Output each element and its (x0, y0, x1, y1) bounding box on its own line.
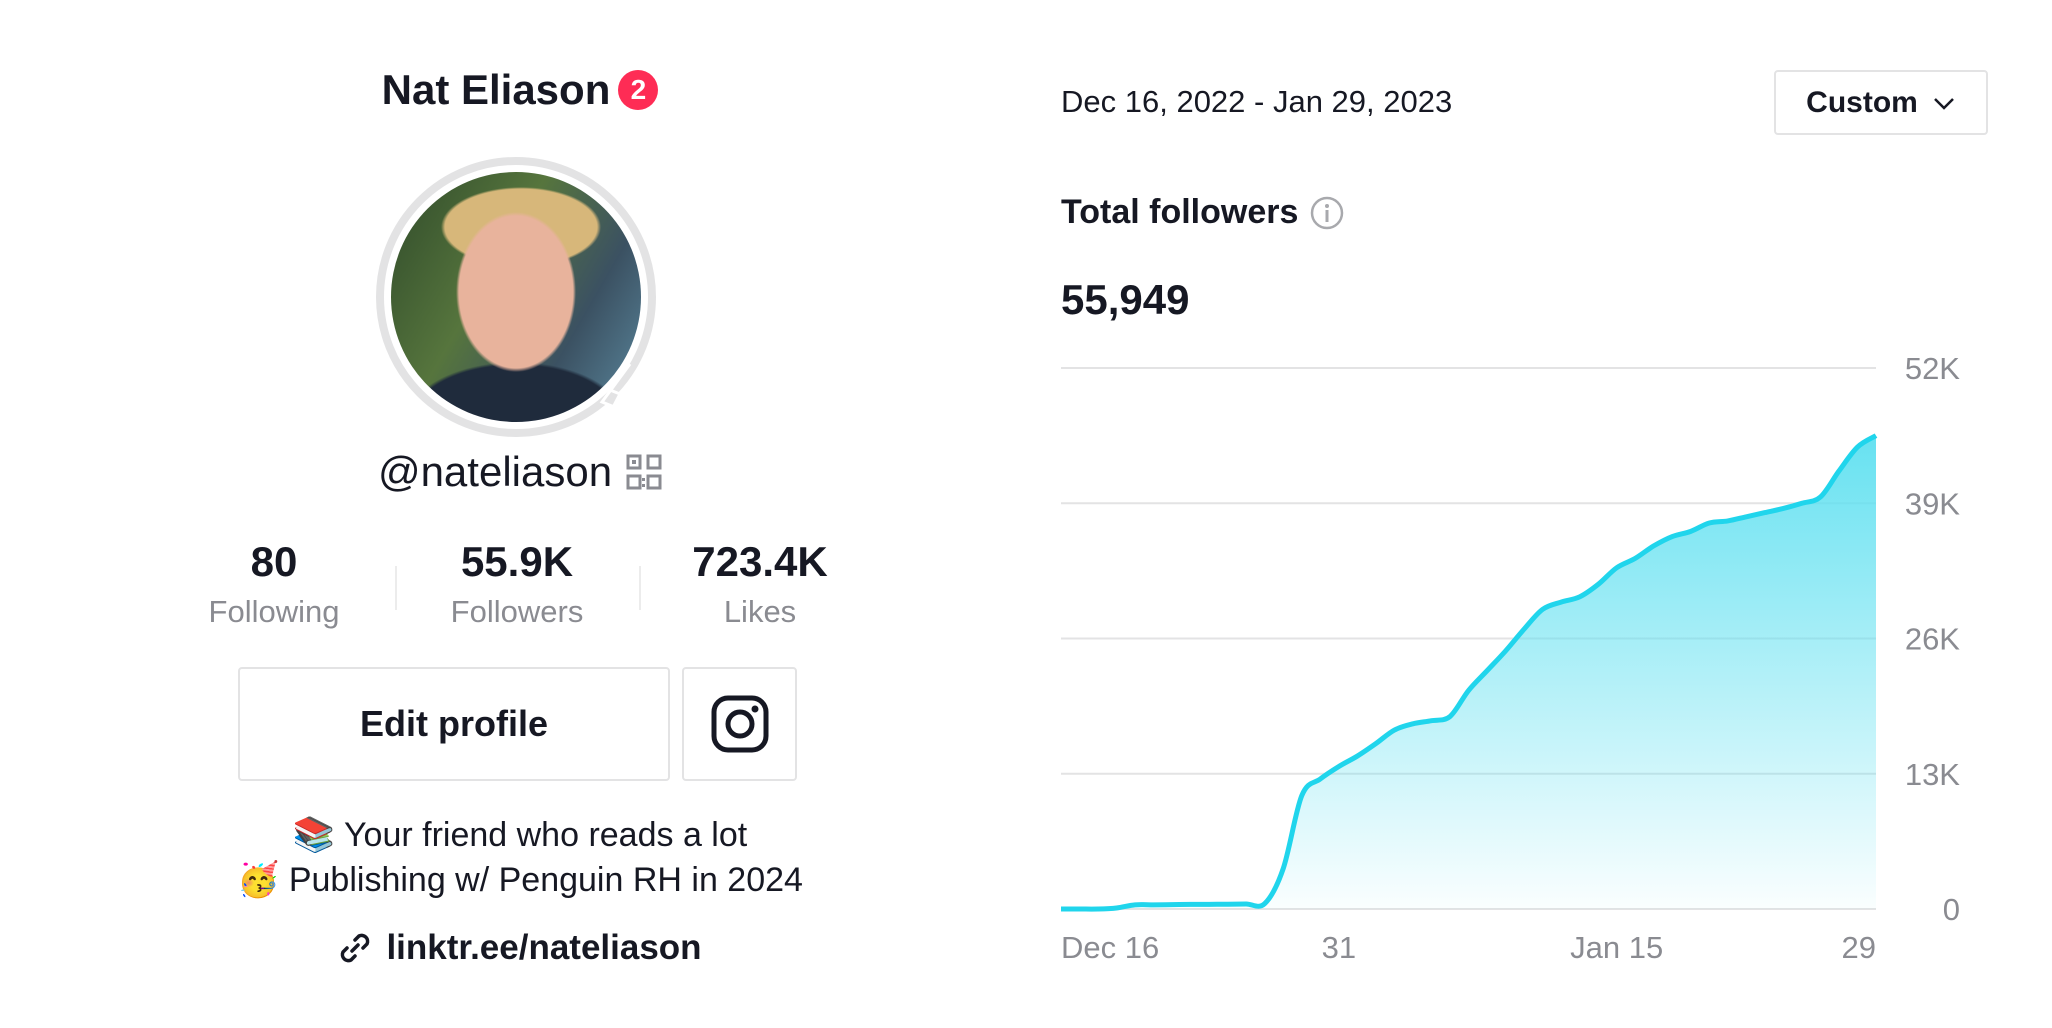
y-tick-label: 52K (1905, 351, 1960, 386)
party-face-emoji-icon: 🥳 (237, 861, 280, 899)
avatar-ring (376, 157, 656, 437)
stat-label: Likes (723, 594, 797, 629)
link-icon (341, 933, 370, 963)
qr-code-icon[interactable] (626, 454, 662, 490)
y-tick-label: 0 (1943, 892, 1960, 927)
profile-link[interactable]: linktr.ee/nateliason (0, 928, 1040, 968)
stat-following[interactable]: 80 Following (164, 538, 384, 630)
stat-likes[interactable]: 723.4K Likes (650, 538, 870, 630)
link-text: linktr.ee/nateliason (386, 928, 702, 967)
x-tick-label: 31 (1322, 930, 1356, 965)
stat-value: 80 (250, 538, 298, 585)
notification-badge[interactable]: 2 (618, 70, 659, 110)
select-value: Custom (1806, 85, 1918, 119)
bio-line: 🥳 Publishing w/ Penguin RH in 2024 (0, 860, 1040, 900)
stat-followers[interactable]: 55.9K Followers (407, 538, 627, 630)
series-line (1060, 433, 1878, 912)
avatar[interactable] (391, 172, 641, 422)
area-fill (1061, 435, 1876, 910)
lightning-icon (596, 363, 632, 437)
bio-line: 📚 Your friend who reads a lot (0, 815, 1040, 855)
edit-profile-button[interactable]: Edit profile (238, 667, 670, 781)
stat-label: Following (208, 594, 340, 629)
username: @nateliason (377, 448, 613, 495)
stat-value: 55.9K (460, 538, 574, 585)
y-tick-label: 26K (1905, 622, 1960, 657)
stat-value: 723.4K (692, 538, 828, 585)
metric-title: Total followers (1061, 193, 1344, 232)
date-range-select[interactable]: Custom (1774, 70, 1988, 135)
stat-label: Followers (450, 594, 584, 629)
divider (395, 566, 397, 610)
handle-row: @nateliason (0, 448, 1040, 496)
y-tick-label: 39K (1905, 486, 1960, 521)
bio-text: Your friend who reads a lot (343, 816, 748, 854)
display-name: Nat Eliason (381, 66, 611, 113)
instagram-icon (711, 695, 768, 753)
y-tick-label: 13K (1905, 757, 1960, 792)
profile-name: Nat Eliason 2 (0, 66, 1040, 114)
metric-value: 55,949 (1061, 276, 1190, 323)
divider (639, 566, 641, 610)
x-tick-label: 29 (1842, 930, 1876, 965)
books-emoji-icon: 📚 (292, 816, 336, 854)
bio-text: Publishing w/ Penguin RH in 2024 (288, 861, 803, 899)
x-tick-label: Jan 15 (1570, 930, 1663, 965)
metric-title-text: Total followers (1061, 193, 1299, 231)
x-tick-label: Dec 16 (1061, 930, 1159, 965)
chevron-down-icon (1933, 97, 1954, 110)
instagram-button[interactable] (682, 667, 797, 781)
info-icon[interactable] (1310, 196, 1344, 230)
date-range: Dec 16, 2022 - Jan 29, 2023 (1061, 84, 1453, 119)
